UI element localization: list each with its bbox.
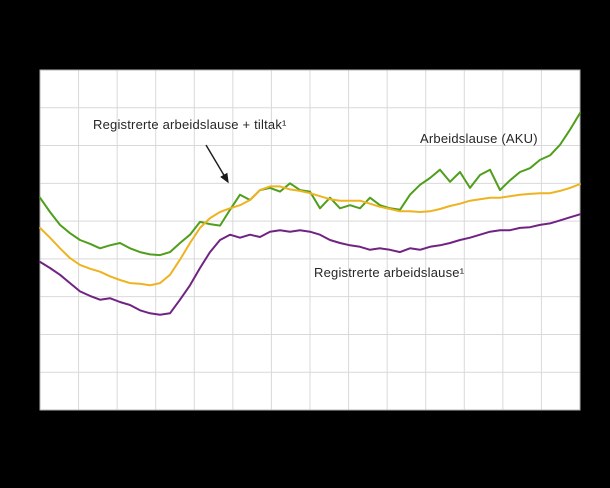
series-line-aku xyxy=(39,112,581,257)
annotation-aku-label: Arbeidslause (AKU) xyxy=(420,131,538,146)
plot-border xyxy=(39,69,581,411)
annotation-arrow xyxy=(205,144,229,184)
series-line-tiltak xyxy=(39,183,581,287)
annotation-registrerte-label: Registrerte arbeidslause¹ xyxy=(314,265,465,280)
series-line-registrerte xyxy=(39,213,581,316)
annotation-tiltak-label: Registrerte arbeidslause + tiltak¹ xyxy=(93,117,287,132)
